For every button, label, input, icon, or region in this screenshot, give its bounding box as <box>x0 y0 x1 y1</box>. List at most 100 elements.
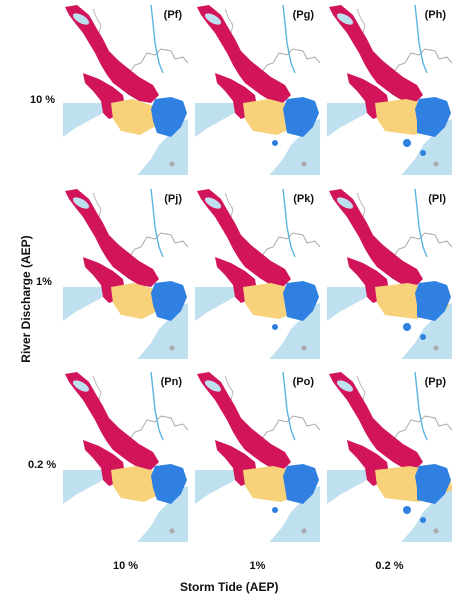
border-line <box>128 232 188 258</box>
lake-area <box>72 197 90 209</box>
x-axis-title: Storm Tide (AEP) <box>180 580 279 594</box>
border-line <box>92 8 102 34</box>
border-line <box>224 8 234 34</box>
map-panel-pf: (Pf) <box>63 3 188 175</box>
border-line <box>392 232 452 258</box>
island-marker <box>433 528 439 534</box>
panel-label: (Pf) <box>163 9 182 21</box>
border-line <box>128 48 188 74</box>
border-line <box>260 48 320 74</box>
panel-label: (Pg) <box>292 9 314 21</box>
panel-label: (Ph) <box>424 9 446 21</box>
coastal-flood-patch <box>420 334 426 340</box>
map-panel-pl: (Pl) <box>327 187 452 359</box>
coastal-flood-patch <box>403 139 411 147</box>
river-flood-area <box>65 5 159 103</box>
island-marker <box>169 345 175 351</box>
col-label-10pct: 10 % <box>112 560 139 572</box>
border-line <box>92 375 102 401</box>
lake-area <box>336 13 354 25</box>
river-line <box>282 4 296 74</box>
river-line <box>150 4 164 74</box>
island-marker <box>169 528 175 534</box>
gulf-area <box>327 474 357 498</box>
border-line <box>356 192 366 218</box>
coastal-flood-patch <box>420 150 426 156</box>
border-line <box>92 192 102 218</box>
river-line <box>150 371 164 441</box>
island-marker <box>433 161 439 167</box>
gulf-area <box>195 107 225 131</box>
coastal-flood-patch <box>272 140 278 146</box>
gulf-area <box>195 291 225 315</box>
panel-label: (Pk) <box>293 193 314 205</box>
gulf-area <box>195 474 225 498</box>
river-flood-area <box>329 5 423 103</box>
lake-area <box>204 13 222 25</box>
river-flood-area <box>329 189 423 287</box>
map-panel-pp: (Pp) <box>327 370 452 542</box>
lake-area <box>72 13 90 25</box>
map-panel-pn: (Pn) <box>63 370 188 542</box>
river-line <box>282 188 296 258</box>
coastal-flood-area <box>415 281 451 321</box>
y-axis-title: River Discharge (AEP) <box>19 235 33 363</box>
row-label-10pct: 10 % <box>30 94 56 106</box>
coastal-flood-area <box>151 464 187 504</box>
island-marker <box>301 345 307 351</box>
river-flood-area <box>65 189 159 287</box>
border-line <box>260 232 320 258</box>
row-label-0-2pct: 0.2 % <box>28 459 57 471</box>
river-line <box>150 188 164 258</box>
border-line <box>128 415 188 441</box>
gulf-area <box>63 474 93 498</box>
compound-flood-area <box>111 99 161 135</box>
lake-area <box>336 197 354 209</box>
coastal-flood-area <box>283 281 319 321</box>
lake-area <box>72 380 90 392</box>
panel-label: (Pj) <box>164 193 182 205</box>
border-line <box>356 375 366 401</box>
coastal-flood-area <box>415 97 451 137</box>
panel-label: (Pn) <box>160 376 182 388</box>
border-line <box>224 192 234 218</box>
coastal-flood-patch <box>272 507 278 513</box>
gulf-area <box>63 291 93 315</box>
panel-label: (Pp) <box>424 376 446 388</box>
map-panel-pg: (Pg) <box>195 3 320 175</box>
gulf-area <box>327 107 357 131</box>
border-line <box>224 375 234 401</box>
river-line <box>414 188 428 258</box>
island-marker <box>301 528 307 534</box>
border-line <box>392 415 452 441</box>
river-flood-area <box>197 5 291 103</box>
lake-area <box>204 380 222 392</box>
lake-area <box>204 197 222 209</box>
map-panel-ph: (Ph) <box>327 3 452 175</box>
panel-label: (Po) <box>292 376 314 388</box>
border-line <box>260 415 320 441</box>
gulf-area <box>327 291 357 315</box>
island-marker <box>169 161 175 167</box>
river-flood-area <box>197 189 291 287</box>
coastal-flood-area <box>283 464 319 504</box>
coastal-flood-patch <box>403 506 411 514</box>
border-line <box>356 8 366 34</box>
map-panel-pj: (Pj) <box>63 187 188 359</box>
map-panel-po: (Po) <box>195 370 320 542</box>
coastal-flood-patch <box>272 324 278 330</box>
col-label-0-2pct: 0.2 % <box>375 560 404 572</box>
river-flood-area <box>197 372 291 470</box>
river-flood-area <box>329 372 423 470</box>
lake-area <box>336 380 354 392</box>
river-line <box>282 371 296 441</box>
river-line <box>414 4 428 74</box>
coastal-flood-patch <box>403 323 411 331</box>
river-flood-area <box>65 372 159 470</box>
island-marker <box>433 345 439 351</box>
coastal-flood-area <box>283 97 319 137</box>
gulf-area <box>63 107 93 131</box>
coastal-flood-area <box>151 281 187 321</box>
coastal-flood-area <box>415 464 451 504</box>
panel-label: (Pl) <box>428 193 446 205</box>
